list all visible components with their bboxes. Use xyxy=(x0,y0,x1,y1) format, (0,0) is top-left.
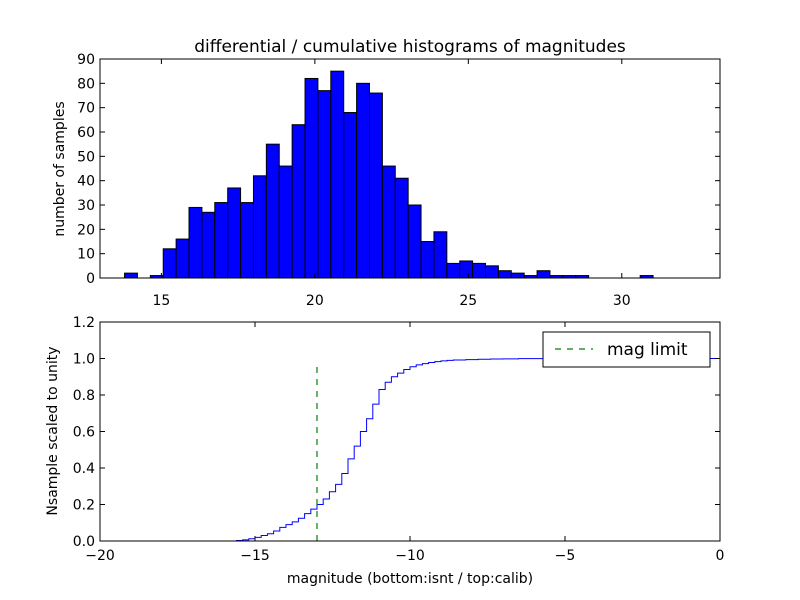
top-y-tick-label: 90 xyxy=(77,52,95,68)
bottom-y-tick-label: 0.4 xyxy=(73,461,95,477)
histogram-bar xyxy=(317,90,332,279)
bottom-y-tick-label: 1.0 xyxy=(73,352,95,368)
top-bars xyxy=(124,70,654,279)
histogram-bar xyxy=(446,262,461,279)
top-y-axis-label: number of samples xyxy=(52,101,68,236)
top-y-tick-label: 40 xyxy=(77,174,95,190)
bottom-x-tick-label: −15 xyxy=(240,548,270,564)
bottom-ticks: −20 −15 −10 −5 0 0.0 0.2 0.4 0.6 0.8 1.0 1.2 xyxy=(73,315,725,564)
histogram-bar xyxy=(510,272,525,279)
histogram-bar xyxy=(278,165,293,279)
bottom-lines xyxy=(100,358,721,542)
top-y-tick-label: 10 xyxy=(77,247,95,263)
histogram-bar xyxy=(227,187,242,279)
histogram-bar xyxy=(188,206,203,279)
histogram-bar xyxy=(459,260,474,279)
histogram-bar xyxy=(343,112,358,279)
histogram-bar xyxy=(356,82,370,279)
histogram-bar xyxy=(162,248,177,279)
bottom-x-axis-label: magnitude (bottom:isnt / top:calib) xyxy=(287,571,533,587)
bottom-y-axis-label: Nsample scaled to unity xyxy=(45,346,61,515)
top-plot-frame xyxy=(99,58,721,279)
histogram-bar xyxy=(485,265,499,279)
histogram-bar xyxy=(536,270,551,279)
histogram-bar xyxy=(472,262,487,279)
bottom-y-tick-label: 0.0 xyxy=(73,534,95,550)
top-panel: differential / cumulative histograms of … xyxy=(52,37,721,309)
histogram-bar xyxy=(497,270,512,279)
histogram-bar xyxy=(420,241,435,279)
bottom-x-tick-label: −10 xyxy=(395,548,425,564)
top-x-tick-label: 30 xyxy=(613,293,631,309)
histogram-bar xyxy=(291,124,306,279)
histogram-bar xyxy=(252,175,267,279)
histogram-bar xyxy=(381,165,396,279)
histogram-bar xyxy=(240,202,254,279)
legend-label-mag-limit: mag limit xyxy=(607,340,688,360)
histogram-bar xyxy=(304,77,319,279)
histogram-bar xyxy=(368,92,383,279)
histogram-bar xyxy=(433,231,448,279)
bottom-panel: Nsample scaled to unity magnitude (botto… xyxy=(45,315,724,587)
bottom-x-tick-label: 0 xyxy=(716,548,725,564)
bottom-y-tick-label: 1.2 xyxy=(73,315,95,331)
cumulative-step-line xyxy=(100,358,721,542)
histogram-bar xyxy=(330,70,345,279)
bottom-plot-frame xyxy=(99,321,721,542)
top-ticks: 15 20 25 30 0 10 20 30 40 50 60 70 80 90 xyxy=(77,52,720,309)
bottom-y-tick-label: 0.2 xyxy=(73,498,95,514)
top-y-tick-label: 60 xyxy=(77,125,95,141)
top-chart-title: differential / cumulative histograms of … xyxy=(194,37,626,57)
top-x-tick-label: 20 xyxy=(306,293,324,309)
top-y-tick-label: 80 xyxy=(77,76,95,92)
bottom-x-tick-label: −20 xyxy=(85,548,115,564)
bottom-y-tick-label: 0.6 xyxy=(73,425,95,441)
top-y-tick-label: 0 xyxy=(86,271,95,287)
histogram-bar xyxy=(265,143,280,279)
histogram-bar xyxy=(394,177,409,279)
histogram-bar xyxy=(124,272,138,279)
bottom-y-tick-label: 0.8 xyxy=(73,388,95,404)
top-y-tick-label: 50 xyxy=(77,149,95,165)
top-x-tick-label: 15 xyxy=(152,293,170,309)
histogram-bar xyxy=(175,238,190,279)
top-x-tick-label: 25 xyxy=(459,293,477,309)
top-y-tick-label: 30 xyxy=(77,198,95,214)
bottom-x-tick-label: −5 xyxy=(555,548,576,564)
top-y-tick-label: 70 xyxy=(77,101,95,117)
top-y-tick-label: 20 xyxy=(77,222,95,238)
legend: mag limit xyxy=(542,331,711,368)
histogram-bar xyxy=(201,211,216,279)
histogram-bar xyxy=(407,204,422,279)
histogram-bar xyxy=(214,202,229,279)
